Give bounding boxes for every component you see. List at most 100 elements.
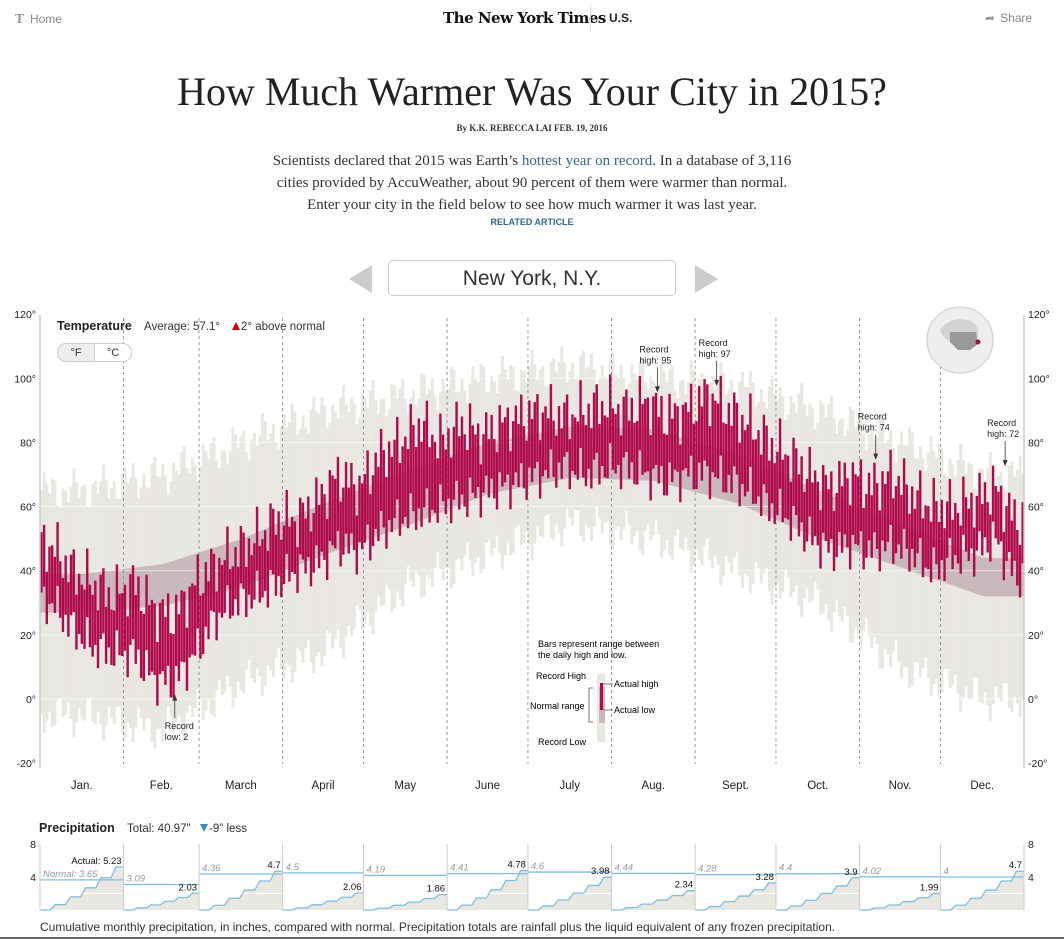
actual-temperature-bar bbox=[786, 455, 790, 520]
actual-temperature-bar bbox=[571, 414, 574, 471]
actual-temperature-bar bbox=[835, 492, 838, 558]
previous-city-arrow-icon[interactable] bbox=[349, 265, 372, 293]
normal-range-bar bbox=[180, 558, 184, 602]
actual-temperature-bar bbox=[576, 421, 580, 480]
actual-temperature-bar bbox=[104, 606, 108, 664]
actual-temperature-bar bbox=[746, 424, 749, 492]
fahrenheit-toggle[interactable]: °F bbox=[57, 343, 95, 362]
y-tick-label-right: 20° bbox=[1028, 630, 1044, 642]
actual-temperature-bar bbox=[541, 412, 545, 477]
normal-range-bar bbox=[638, 429, 642, 481]
actual-temperature-bar bbox=[910, 486, 914, 549]
actual-temperature-bar bbox=[929, 521, 933, 583]
actual-temperature-bar bbox=[436, 458, 439, 523]
actual-temperature-bar bbox=[350, 462, 353, 534]
normal-range-bar bbox=[549, 430, 553, 482]
actual-temperature-bar bbox=[69, 554, 73, 616]
actual-temperature-bar bbox=[778, 418, 782, 489]
actual-temperature-bar bbox=[533, 402, 536, 469]
city-search-input[interactable]: New York, N.Y. bbox=[388, 260, 676, 296]
actual-temperature-bar bbox=[708, 426, 712, 500]
normal-range-bar bbox=[42, 573, 46, 613]
actual-temperature-bar bbox=[77, 573, 81, 634]
actual-temperature-bar bbox=[927, 506, 930, 569]
precip-area bbox=[695, 882, 776, 910]
normal-range-bar bbox=[120, 569, 124, 610]
month-label: May bbox=[394, 780, 416, 792]
precip-actual-line bbox=[363, 894, 448, 911]
actual-temperature-bar bbox=[88, 584, 92, 648]
actual-temperature-bar bbox=[970, 492, 973, 549]
actual-temperature-bar bbox=[258, 545, 261, 603]
hottest-year-link[interactable]: hottest year on record bbox=[521, 153, 653, 169]
actual-temperature-bar bbox=[865, 493, 868, 558]
precip-actual-label: 2.03 bbox=[179, 882, 198, 893]
precipitation-caption: Cumulative monthly precipitation, in inc… bbox=[40, 920, 836, 934]
precipitation-delta: -9" less bbox=[209, 823, 247, 835]
actual-temperature-bar bbox=[387, 441, 391, 520]
month-label: Jan. bbox=[71, 780, 93, 792]
actual-temperature-bar bbox=[64, 555, 67, 615]
actual-temperature-bar bbox=[196, 554, 199, 629]
actual-temperature-bar bbox=[239, 526, 243, 584]
divider bbox=[0, 937, 1064, 939]
normal-range-bar bbox=[207, 549, 211, 595]
actual-temperature-bar bbox=[414, 446, 418, 531]
actual-temperature-bar bbox=[630, 397, 633, 463]
actual-temperature-bar bbox=[331, 475, 334, 546]
normal-range-bar bbox=[902, 526, 906, 569]
actual-temperature-bar bbox=[307, 496, 310, 558]
actual-temperature-bar bbox=[1005, 505, 1008, 562]
actual-temperature-bar bbox=[193, 585, 197, 656]
actual-temperature-bar bbox=[59, 561, 62, 618]
related-article-link[interactable]: RELATED ARTICLE bbox=[490, 217, 574, 227]
actual-temperature-bar bbox=[689, 383, 693, 456]
actual-temperature-bar bbox=[201, 593, 205, 655]
normal-range-bar bbox=[112, 570, 116, 610]
actual-temperature-bar bbox=[398, 462, 402, 536]
actual-temperature-bar bbox=[487, 439, 491, 498]
y-tick-label-right: 100° bbox=[1028, 373, 1050, 385]
actual-temperature-bar bbox=[738, 442, 741, 507]
actual-temperature-bar bbox=[245, 566, 248, 618]
month-label: Dec. bbox=[970, 780, 994, 792]
celsius-toggle[interactable]: °C bbox=[94, 343, 132, 362]
actual-temperature-bar bbox=[816, 481, 820, 546]
globe-locator-icon bbox=[926, 306, 994, 374]
nyt-logo[interactable]: The New York Times bbox=[443, 9, 606, 27]
normal-range-bar bbox=[727, 452, 731, 502]
actual-temperature-bar bbox=[854, 474, 857, 545]
annotation-label: Record bbox=[858, 412, 887, 422]
actual-temperature-bar bbox=[334, 478, 337, 549]
actual-temperature-bar bbox=[231, 566, 235, 616]
home-link[interactable]: T Home bbox=[15, 12, 62, 26]
share-button[interactable]: ➦ Share bbox=[985, 11, 1032, 25]
section-link[interactable]: U.S. bbox=[609, 11, 633, 25]
actual-temperature-bar bbox=[150, 599, 154, 672]
actual-temperature-bar bbox=[878, 510, 882, 572]
legend-actual-bar bbox=[600, 683, 603, 710]
actual-temperature-bar bbox=[684, 402, 687, 469]
actual-temperature-bar bbox=[280, 539, 283, 598]
down-triangle-icon bbox=[200, 824, 208, 832]
actual-temperature-bar bbox=[361, 483, 364, 550]
precip-area bbox=[40, 866, 124, 910]
normal-range-bar bbox=[190, 554, 194, 599]
precip-area bbox=[447, 870, 528, 910]
actual-temperature-bar bbox=[204, 562, 208, 627]
actual-temperature-bar bbox=[617, 404, 620, 465]
actual-temperature-bar bbox=[220, 565, 224, 618]
next-city-arrow-icon[interactable] bbox=[695, 265, 718, 293]
precip-y-tick: 4 bbox=[1028, 872, 1034, 884]
actual-temperature-bar bbox=[905, 484, 908, 550]
actual-temperature-bar bbox=[606, 417, 609, 479]
normal-range-bar bbox=[983, 557, 987, 597]
actual-temperature-bar bbox=[822, 465, 825, 533]
annotation-label: high: 74 bbox=[858, 423, 890, 433]
actual-temperature-bar bbox=[207, 581, 210, 640]
legend-record-low: Record Low bbox=[538, 737, 587, 747]
normal-range-bar bbox=[980, 557, 984, 596]
normal-range-bar bbox=[193, 553, 197, 599]
actual-temperature-bar bbox=[369, 494, 372, 561]
precip-actual-line bbox=[859, 892, 941, 911]
